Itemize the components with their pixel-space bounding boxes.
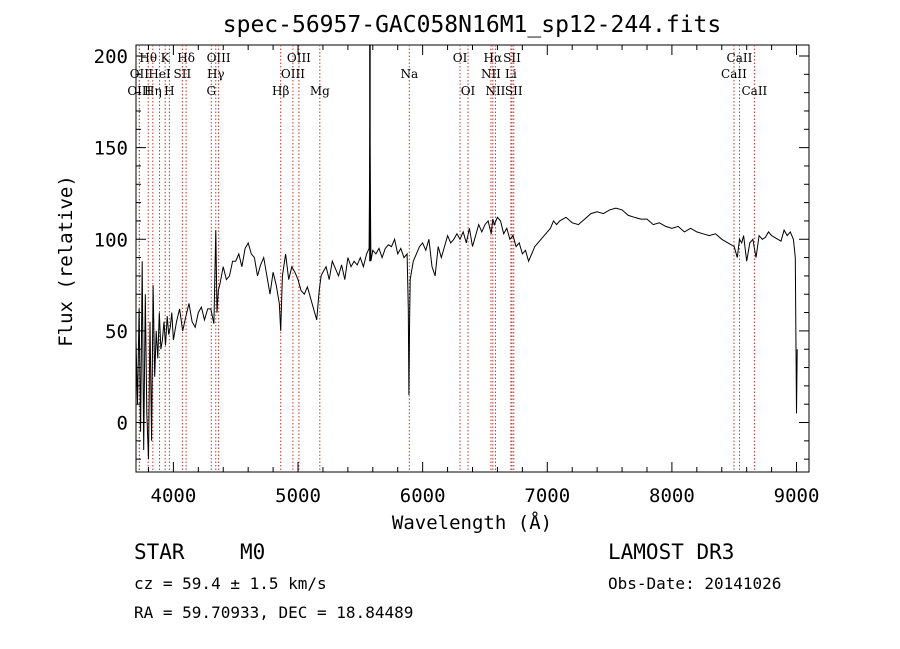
line-label-15: Mg bbox=[310, 84, 330, 98]
line-label-0: Hθ bbox=[139, 51, 157, 65]
redshift-text: cz = 59.4 ± 1.5 km/s bbox=[134, 574, 327, 593]
x-tick-label: 8000 bbox=[649, 485, 695, 507]
x-axis-label: Wavelength (Å) bbox=[392, 511, 552, 534]
y-tick-label: 200 bbox=[94, 46, 128, 68]
x-tick-label: 7000 bbox=[524, 485, 570, 507]
line-label-5: K bbox=[161, 51, 171, 65]
x-tick-label: 6000 bbox=[400, 485, 446, 507]
line-label-12: OIII bbox=[287, 51, 311, 65]
line-label-6: SII bbox=[174, 67, 192, 81]
object-class: STAR bbox=[134, 540, 185, 564]
spectrum-line bbox=[135, 129, 798, 460]
line-label-23: NII bbox=[485, 84, 505, 98]
y-tick-label: 0 bbox=[117, 413, 128, 435]
coordinates: RA = 59.70933, DEC = 18.84489 bbox=[134, 603, 414, 622]
line-label-19: Hα bbox=[484, 51, 503, 65]
line-label-11: G bbox=[206, 84, 216, 98]
survey-name: LAMOST DR3 bbox=[608, 540, 735, 564]
line-label-16: Na bbox=[400, 67, 418, 81]
line-label-7: H bbox=[164, 84, 174, 98]
line-label-21: NII bbox=[481, 67, 501, 81]
subclass: M0 bbox=[240, 540, 266, 564]
line-label-2: OIII bbox=[127, 84, 151, 98]
y-axis-label: Flux (relative) bbox=[55, 175, 77, 347]
line-label-10: Hγ bbox=[207, 67, 225, 81]
line-label-13: OIII bbox=[281, 67, 305, 81]
line-label-25: CaII bbox=[727, 51, 753, 65]
chart-title: spec-56957-GAC058N16M1_sp12-244.fits bbox=[223, 12, 722, 38]
line-label-20: SII bbox=[503, 51, 521, 65]
x-tick-label: 9000 bbox=[774, 485, 820, 507]
line-label-4: Hη bbox=[144, 84, 162, 98]
y-tick-label: 150 bbox=[94, 138, 128, 160]
line-label-18: OI bbox=[461, 84, 476, 98]
line-label-24: SII bbox=[505, 84, 523, 98]
line-label-17: OI bbox=[453, 51, 468, 65]
line-label-14: Hβ bbox=[272, 84, 289, 98]
y-tick-label: 50 bbox=[105, 321, 128, 343]
obs-date: Obs-Date: 20141026 bbox=[608, 574, 782, 593]
line-label-22: Li bbox=[505, 67, 517, 81]
line-label-27: CaII bbox=[741, 84, 767, 98]
axis-tick-labels: 4000 5000 6000 7000 8000 9000 0 50 100 150 200 bbox=[94, 46, 820, 507]
x-tick-label: 5000 bbox=[275, 485, 321, 507]
spectral-line-markers bbox=[138, 45, 755, 472]
line-label-26: CaII bbox=[721, 67, 747, 81]
x-tick-label: 4000 bbox=[151, 485, 197, 507]
line-label-3: HeI bbox=[148, 67, 171, 81]
line-label-8: Hδ bbox=[177, 51, 195, 65]
line-label-9: OIII bbox=[207, 51, 231, 65]
y-tick-label: 100 bbox=[94, 229, 128, 251]
